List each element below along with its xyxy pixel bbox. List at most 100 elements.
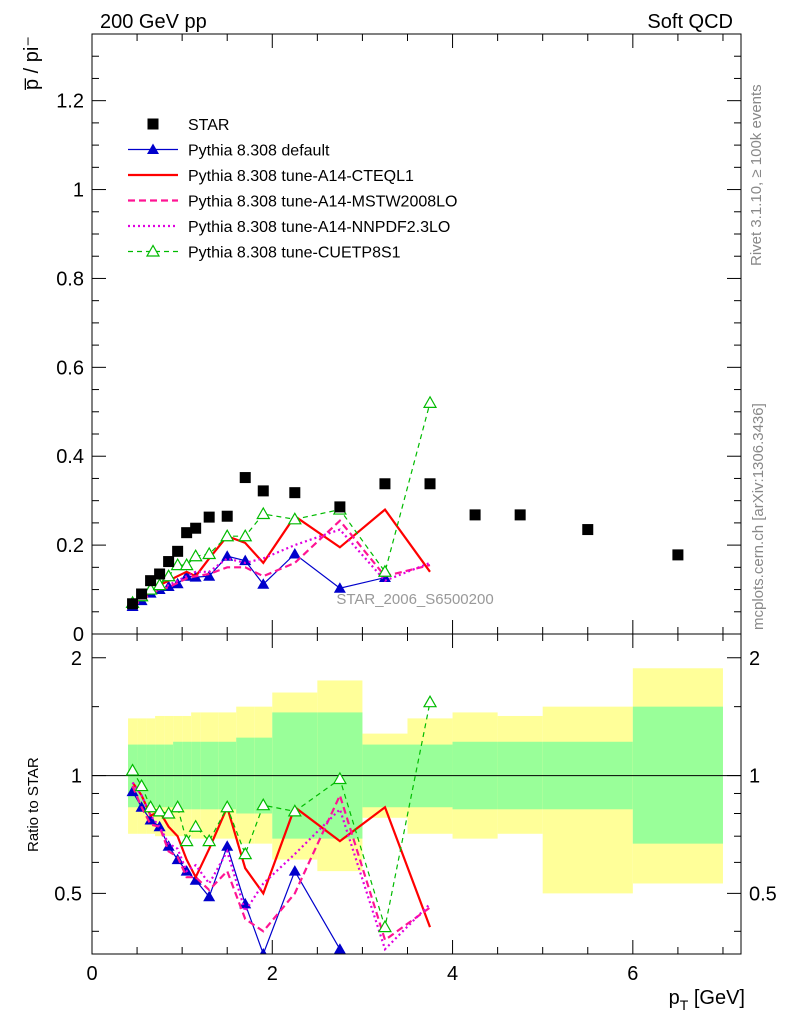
ratio-plot-area	[92, 668, 741, 954]
main-y-label: p̅ / pi⁻	[21, 36, 43, 90]
main-cuetp8s1-point-8	[202, 546, 217, 560]
main-star-point-18	[582, 524, 594, 536]
watermark: STAR_2006_S6500200	[336, 591, 493, 608]
main-star-point-1	[136, 588, 148, 600]
main-cuetp8s1-point-10	[238, 529, 253, 542]
main-star-point-3	[154, 568, 166, 580]
ratio-cuetp8s1-point-10	[238, 846, 253, 860]
main-y-tick-label-0: 0.2	[56, 535, 84, 557]
main-star-point-5	[172, 545, 184, 557]
ratio-y-tick-label-right-0: 0.5	[749, 883, 777, 905]
ratio-default-point-11	[259, 948, 267, 954]
rivet-label: Rivet 3.1.10, ≥ 100k events	[748, 84, 765, 266]
main-default-point-8	[203, 570, 216, 581]
main-panel: 0.2 0.4 0.6 0.8 1 1.2 0 p̅ / pi⁻ STAR_2006_S65…	[21, 33, 742, 646]
ratio-cuetp8s1-point-9	[220, 800, 235, 813]
ratio-cuetp8s1-point-12	[287, 804, 302, 817]
main-star-point-15	[424, 478, 436, 490]
ratio-nnpdf-line	[131, 781, 431, 952]
main-default-point-12	[288, 548, 301, 559]
main-star-point-12	[289, 487, 301, 499]
main-star-point-10	[239, 472, 251, 484]
legend-nnpdf-label: Pythia 8.308 tune-A14-NNPDF2.3LO	[188, 219, 450, 236]
ratio-x-tick-label-0: 0	[86, 963, 97, 985]
main-cuetp8s1-point-14	[377, 564, 392, 577]
main-y-tick-label-4: 1	[73, 180, 84, 202]
ratio-y-tick-label-right-2: 2	[749, 648, 760, 670]
legend: STAR Pythia 8.308 default Pythia 8.308 tun…	[128, 117, 457, 262]
main-cuetp8s1-point-11	[256, 506, 271, 520]
ratio-cuetp8s1-point-2	[143, 800, 158, 813]
header-left: 200 GeV pp	[100, 11, 207, 33]
ratio-y-label: Ratio to STAR	[25, 757, 42, 852]
main-star-point-6	[181, 527, 193, 539]
ratio-ticks: 0.5 0.5 1 1 2 2 0 2 4 6	[54, 634, 777, 985]
legend-cuetp8s1-marker	[145, 244, 161, 257]
legend-star-label: STAR	[188, 117, 229, 134]
ratio-y-tick-label-0: 0.5	[54, 883, 82, 905]
ratio-default-point-12	[288, 865, 301, 876]
main-default-point-9	[221, 550, 234, 561]
main-y-ticks: 0.2 0.4 0.6 0.8 1 1.2 0	[56, 34, 741, 646]
ratio-default-point-2	[144, 813, 157, 825]
main-cuetp8s1-point-3	[152, 577, 167, 591]
ratio-default-point-8	[203, 890, 216, 902]
ratio-cuetp8s1-point-8	[202, 833, 217, 847]
ratio-x-tick-label-1: 2	[267, 963, 278, 985]
ratio-cuetp8s1-point-7	[188, 819, 203, 832]
mcplots-label: mcplots.cern.ch [arXiv:1306.3436]	[750, 403, 767, 630]
main-y-tick-label-zero: 0	[73, 624, 84, 646]
main-star-point-11	[257, 485, 269, 497]
ratio-panel: 0.5 0.5 1 1 2 2 0 2 4 6 Ratio to STAR pT [GeV]	[25, 633, 777, 1013]
main-star-point-7	[190, 522, 202, 534]
ratio-cuetp8s1-point-1	[134, 778, 149, 792]
main-star-point-9	[221, 510, 233, 522]
main-cuetp8s1-point-12	[287, 512, 302, 525]
main-default-point-13	[333, 582, 346, 593]
main-cuetp8s1-point-15	[422, 395, 438, 408]
legend-mstw-label: Pythia 8.308 tune-A14-MSTW2008LO	[188, 194, 457, 211]
main-default-point-10	[239, 554, 252, 566]
main-star-point-4	[163, 556, 175, 568]
main-default-point-11	[257, 578, 270, 589]
header-right: Soft QCD	[647, 11, 733, 33]
ratio-cuetp8s1-point-14	[377, 919, 392, 933]
main-star-point-2	[145, 575, 157, 587]
ratio-x-tick-label-3: 6	[627, 963, 638, 985]
legend-cuetp8s1-label: Pythia 8.308 tune-CUETP8S1	[188, 245, 401, 262]
main-cuetp8s1-point-9	[220, 529, 235, 542]
legend-default-marker	[147, 143, 159, 154]
ratio-y-tick-label-right-1: 1	[749, 766, 760, 788]
ratio-default-point-7	[189, 874, 202, 885]
x-axis-label: pT [GeV]	[669, 987, 745, 1013]
main-y-tick-label-5: 1.2	[56, 91, 84, 113]
ratio-default-point-10	[239, 897, 252, 909]
main-plot-area	[125, 395, 684, 611]
legend-cteql1-label: Pythia 8.308 tune-A14-CTEQL1	[188, 168, 414, 185]
main-star-point-0	[127, 598, 139, 610]
main-cuetp8s1-point-4	[161, 569, 176, 582]
main-star-point-19	[672, 549, 684, 561]
main-star-point-13	[334, 501, 346, 513]
main-cuetp8s1-point-7	[188, 549, 203, 562]
main-star-point-14	[379, 478, 391, 490]
ratio-y-tick-label-1: 1	[71, 766, 82, 788]
ratio-cuetp8s1-point-3	[152, 804, 167, 817]
legend-default-label: Pythia 8.308 default	[188, 143, 330, 160]
ratio-frame	[91, 633, 742, 955]
ratio-y-tick-label-2: 2	[71, 648, 82, 670]
main-cuetp8s1-point-5	[170, 557, 185, 571]
ratio-cuetp8s1-point-6	[179, 833, 194, 847]
ratio-cuetp8s1-point-15	[422, 694, 438, 708]
main-cuetp8s1-point-6	[179, 557, 194, 571]
ratio-default-point-4	[162, 840, 175, 851]
ratio-default-point-9	[221, 840, 234, 851]
main-star-point-17	[514, 509, 526, 521]
main-y-tick-label-1: 0.4	[56, 446, 84, 468]
ratio-cuetp8s1-point-0	[125, 763, 140, 776]
main-star-point-8	[203, 511, 215, 523]
legend-star-marker	[147, 118, 159, 130]
ratio-cuetp8s1-point-11	[256, 797, 271, 811]
main-default-point-6	[180, 570, 193, 581]
